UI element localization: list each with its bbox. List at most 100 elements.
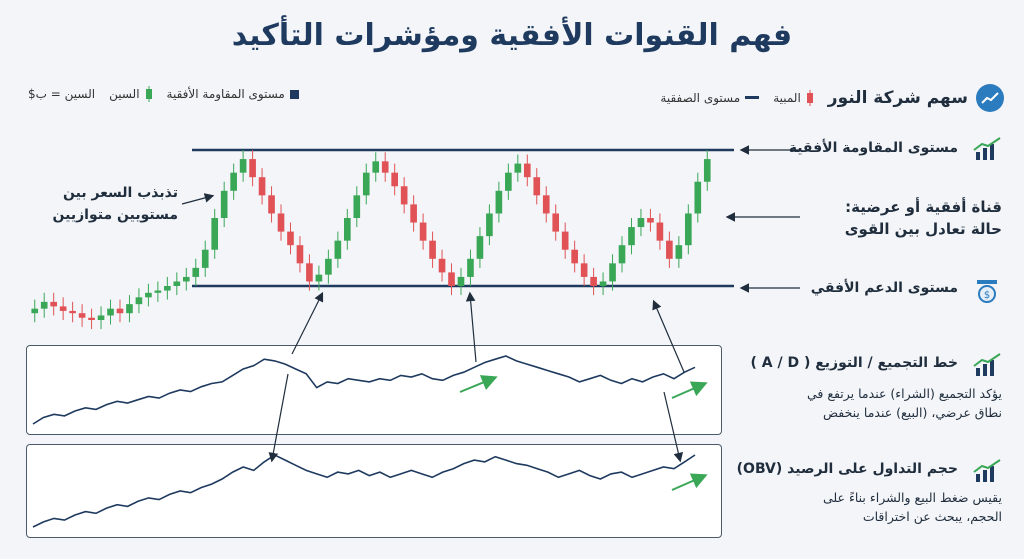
candle-body — [192, 267, 200, 277]
indicator-line — [32, 454, 696, 528]
candle-body — [533, 177, 541, 196]
scale-icon: $ — [974, 276, 1000, 308]
line-icon — [745, 96, 760, 99]
candle-body — [675, 245, 683, 259]
support-label: مستوى الدعم الأفقي — [810, 280, 958, 296]
candle-body — [495, 190, 503, 214]
candle-body — [685, 213, 692, 246]
candle-body — [618, 245, 626, 264]
oscillation-label: تذبذب السعر بين مستويين متوازيين — [52, 185, 178, 223]
legend-right: سهم شركة النور المبية مستوى الصفقية — [660, 84, 1004, 112]
candle-body — [145, 292, 152, 298]
candle-body — [315, 274, 323, 282]
candle-body — [647, 218, 654, 223]
candle-body — [637, 218, 645, 228]
company-label: سهم شركة النور — [828, 84, 1004, 112]
candle-body — [135, 297, 143, 305]
ad-panel — [26, 345, 722, 435]
candle-body — [362, 172, 370, 196]
candle-body — [116, 308, 124, 314]
candle-body — [656, 222, 664, 241]
green-candle-icon — [145, 86, 152, 102]
candle-body — [239, 159, 247, 173]
candle-body — [486, 213, 493, 237]
bar-chart-icon — [972, 458, 1002, 488]
candle-body — [505, 172, 512, 191]
channel-label: قناة أفقية أو عرضية: حالة تعادل بين القو… — [844, 198, 1002, 238]
candle-body — [325, 258, 332, 275]
candle-body — [40, 301, 48, 309]
svg-text:$: $ — [984, 290, 990, 301]
candle-body — [599, 281, 607, 286]
red-candle-icon — [806, 90, 813, 106]
candle-body — [542, 195, 550, 214]
candle-body — [59, 306, 67, 311]
candle-body — [258, 177, 266, 196]
candle-body — [353, 195, 361, 218]
obv-description: يقيس ضغط البيع والشراء بناءً على الحجم، … — [822, 490, 1002, 524]
candle-body — [201, 249, 209, 268]
candle-body — [277, 213, 285, 232]
square-icon — [289, 89, 299, 99]
candle-body — [467, 258, 474, 277]
candle-body — [457, 276, 465, 286]
obv-panel — [26, 444, 722, 538]
legend-sin-eq: السين = ب$ — [28, 87, 96, 101]
candle-body — [182, 276, 190, 282]
ad-line-chart — [32, 355, 696, 425]
candle-body — [703, 159, 711, 182]
candle-body — [400, 186, 408, 205]
candle-body — [438, 258, 446, 273]
ad-title: خط التجميع / التوزيع ( A / D ) — [750, 355, 958, 371]
legend-left: مستوى المقاومة الأفقية السين السين = ب$ — [28, 86, 299, 102]
candle-body — [287, 231, 294, 246]
candle-body — [31, 308, 39, 314]
candle-body — [561, 231, 569, 250]
candle-body — [666, 240, 673, 259]
candle-body — [97, 315, 105, 320]
candle-body — [78, 313, 86, 318]
obv-line-chart — [32, 454, 696, 528]
candle-body — [211, 218, 219, 250]
candle-body — [571, 249, 578, 264]
candle-body — [88, 317, 95, 320]
trend-up-icon — [972, 136, 1002, 166]
legend-resistance: مستوى المقاومة الأفقية — [167, 87, 299, 101]
candlestick-chart — [31, 148, 734, 330]
chart-badge-icon — [976, 84, 1004, 112]
candle-body — [448, 272, 455, 286]
indicator-line — [32, 355, 696, 425]
candle-body — [609, 263, 616, 282]
obv-title: حجم التداول على الرصيد (OBV) — [736, 461, 958, 477]
resistance-label: مستوى المقاومة الأفقية — [788, 140, 958, 156]
candle-body — [476, 236, 484, 259]
candle-body — [523, 163, 531, 178]
candle-body — [694, 181, 702, 214]
candle-body — [410, 204, 417, 223]
legend-sin: السين — [109, 86, 152, 102]
candle-body — [220, 190, 228, 218]
candle-body — [580, 263, 588, 277]
candle-body — [50, 301, 57, 307]
candle-body — [126, 304, 133, 314]
candle-body — [306, 263, 313, 282]
candle-body — [590, 276, 597, 286]
candle-body — [249, 159, 256, 178]
candle-body — [419, 222, 427, 241]
candle-body — [391, 172, 398, 187]
candle-body — [372, 161, 380, 173]
candle-body — [334, 240, 342, 259]
candle-body — [552, 213, 560, 232]
candle-body — [164, 286, 171, 291]
bar-chart-icon — [972, 352, 1002, 382]
candle-body — [69, 310, 76, 314]
page-title: فهم القنوات الأفقية ومؤشرات التأكيد — [231, 18, 793, 53]
candle-body — [107, 308, 114, 316]
candle-body — [230, 172, 237, 191]
ad-description: يؤكد التجميع (الشراء) عندما يرتفع في نطا… — [806, 386, 1002, 420]
candle-body — [154, 290, 162, 293]
candle-body — [173, 281, 181, 286]
candle-body — [268, 195, 275, 214]
candle-body — [429, 240, 436, 259]
candle-body — [344, 218, 351, 241]
